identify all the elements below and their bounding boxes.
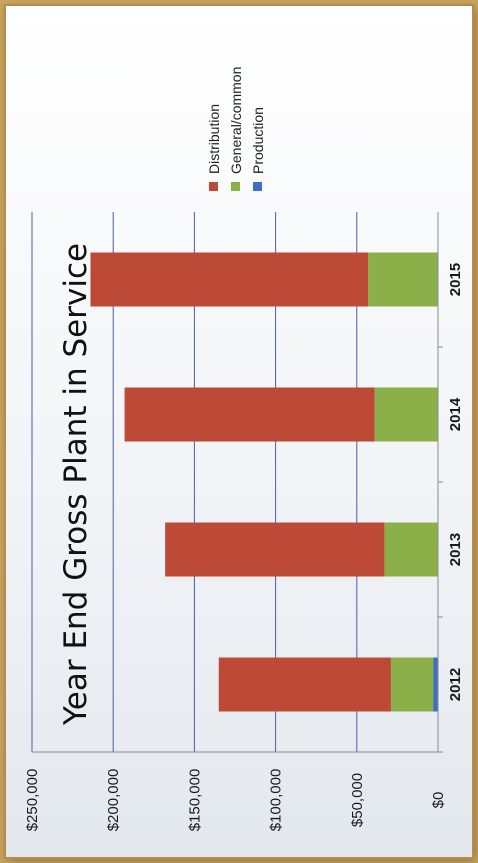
legend-label: Distribution bbox=[206, 104, 222, 174]
slide: $0 $50,000 $100,000 $150,000 $200,000 $250,00… bbox=[6, 6, 472, 857]
bar-segment bbox=[124, 387, 375, 442]
tick-labels: $0 $50,000 $100,000 $150,000 $200,000 $250,00… bbox=[24, 769, 447, 832]
value-tick-label: $100,000 bbox=[268, 769, 285, 832]
legend-swatch bbox=[231, 182, 240, 191]
category-label: 2015 bbox=[447, 263, 464, 296]
category-label: 2013 bbox=[447, 533, 464, 566]
value-tick-label: $50,000 bbox=[349, 773, 366, 827]
category-label: 2012 bbox=[447, 668, 464, 701]
bar-segment bbox=[390, 657, 434, 712]
bar-segment bbox=[368, 252, 438, 307]
legend-label: General/common bbox=[228, 67, 244, 174]
legend-swatch bbox=[253, 182, 262, 191]
bar-segment bbox=[90, 252, 369, 307]
bar-segment bbox=[384, 522, 438, 577]
legend: Distribution General/common Production bbox=[206, 67, 266, 191]
bar-segment bbox=[218, 657, 391, 712]
category-label: 2014 bbox=[447, 397, 464, 431]
legend-label: Production bbox=[250, 107, 266, 174]
legend-swatch bbox=[209, 182, 218, 191]
chart-title: Year End Gross Plant in Service bbox=[58, 243, 94, 726]
bar-segment bbox=[433, 657, 438, 712]
bar-segment bbox=[374, 387, 438, 442]
stacked-bar-chart: $0 $50,000 $100,000 $150,000 $200,000 $250,00… bbox=[24, 67, 464, 832]
value-tick-label: $200,000 bbox=[105, 769, 122, 832]
axes bbox=[32, 212, 439, 753]
value-tick-label: $0 bbox=[430, 792, 447, 809]
value-tick-label: $150,000 bbox=[186, 769, 203, 832]
value-tick-label: $250,000 bbox=[24, 769, 41, 832]
bar-segment bbox=[165, 522, 385, 577]
category-labels: 2012 2013 2014 2015 bbox=[447, 263, 464, 701]
bars bbox=[90, 252, 443, 753]
